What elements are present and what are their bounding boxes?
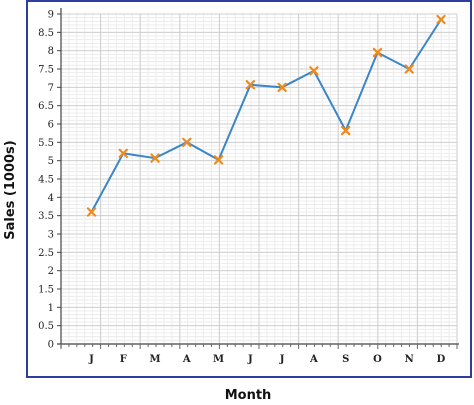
data-point <box>182 137 192 148</box>
y-tick-label: 0.5 <box>38 321 54 332</box>
data-point <box>86 207 97 217</box>
x-tick-label: M <box>150 354 161 365</box>
grid <box>60 13 458 345</box>
x-tick-label: A <box>182 354 191 365</box>
data-point <box>340 125 351 136</box>
x-axis-title: Month <box>225 388 272 403</box>
y-tick-label: 6.5 <box>38 101 54 112</box>
data-point <box>309 66 319 76</box>
y-tick-label: 0 <box>48 340 54 351</box>
x-tick-label: N <box>405 354 414 365</box>
y-tick-label: 3 <box>48 230 54 241</box>
y-tick-label: 4 <box>48 193 54 204</box>
y-axis-title: Sales (1000s) <box>3 140 18 239</box>
y-tick-label: 7 <box>48 83 54 94</box>
data-point <box>213 155 224 165</box>
x-tick-label: J <box>88 354 94 365</box>
data-point <box>404 64 414 74</box>
chart-frame <box>26 0 472 378</box>
data-point <box>245 80 256 90</box>
data-point <box>150 153 160 163</box>
x-tick-label: F <box>120 354 127 365</box>
y-tick-label: 7.5 <box>38 65 54 76</box>
x-tick-label: A <box>309 354 318 365</box>
x-tick-label: J <box>279 354 285 365</box>
x-tick-label: J <box>247 354 253 365</box>
y-tick-label: 6 <box>48 120 54 131</box>
y-tick-label: 5.5 <box>38 138 54 149</box>
data-point <box>372 47 383 58</box>
data-point <box>118 148 128 159</box>
y-tick-label: 8 <box>48 46 54 57</box>
data-point <box>277 82 287 93</box>
x-tick-label: S <box>342 354 349 365</box>
y-tick-label: 1.5 <box>38 285 54 296</box>
markers <box>86 14 446 217</box>
y-tick-label: 9 <box>48 10 54 21</box>
x-tick-label: D <box>437 354 446 365</box>
data-point <box>436 14 446 25</box>
y-tick-labels: 0 0.5 1 1.5 2 2.5 3 3.5 4 4.5 5 5.5 6 6.5 7 7.5 8 8.5 9 <box>38 10 54 351</box>
y-tick-label: 4.5 <box>38 175 54 186</box>
y-tick-label: 1 <box>48 303 54 314</box>
y-tick-label: 8.5 <box>38 28 54 39</box>
y-tick-label: 2 <box>48 266 54 277</box>
series-line <box>90 18 442 213</box>
y-tick-label: 2.5 <box>38 248 54 259</box>
axes <box>57 8 459 349</box>
x-tick-label: M <box>213 354 224 365</box>
y-tick-label: 3.5 <box>38 211 54 222</box>
y-tick-label: 5 <box>48 156 54 167</box>
x-tick-label: O <box>373 354 382 365</box>
